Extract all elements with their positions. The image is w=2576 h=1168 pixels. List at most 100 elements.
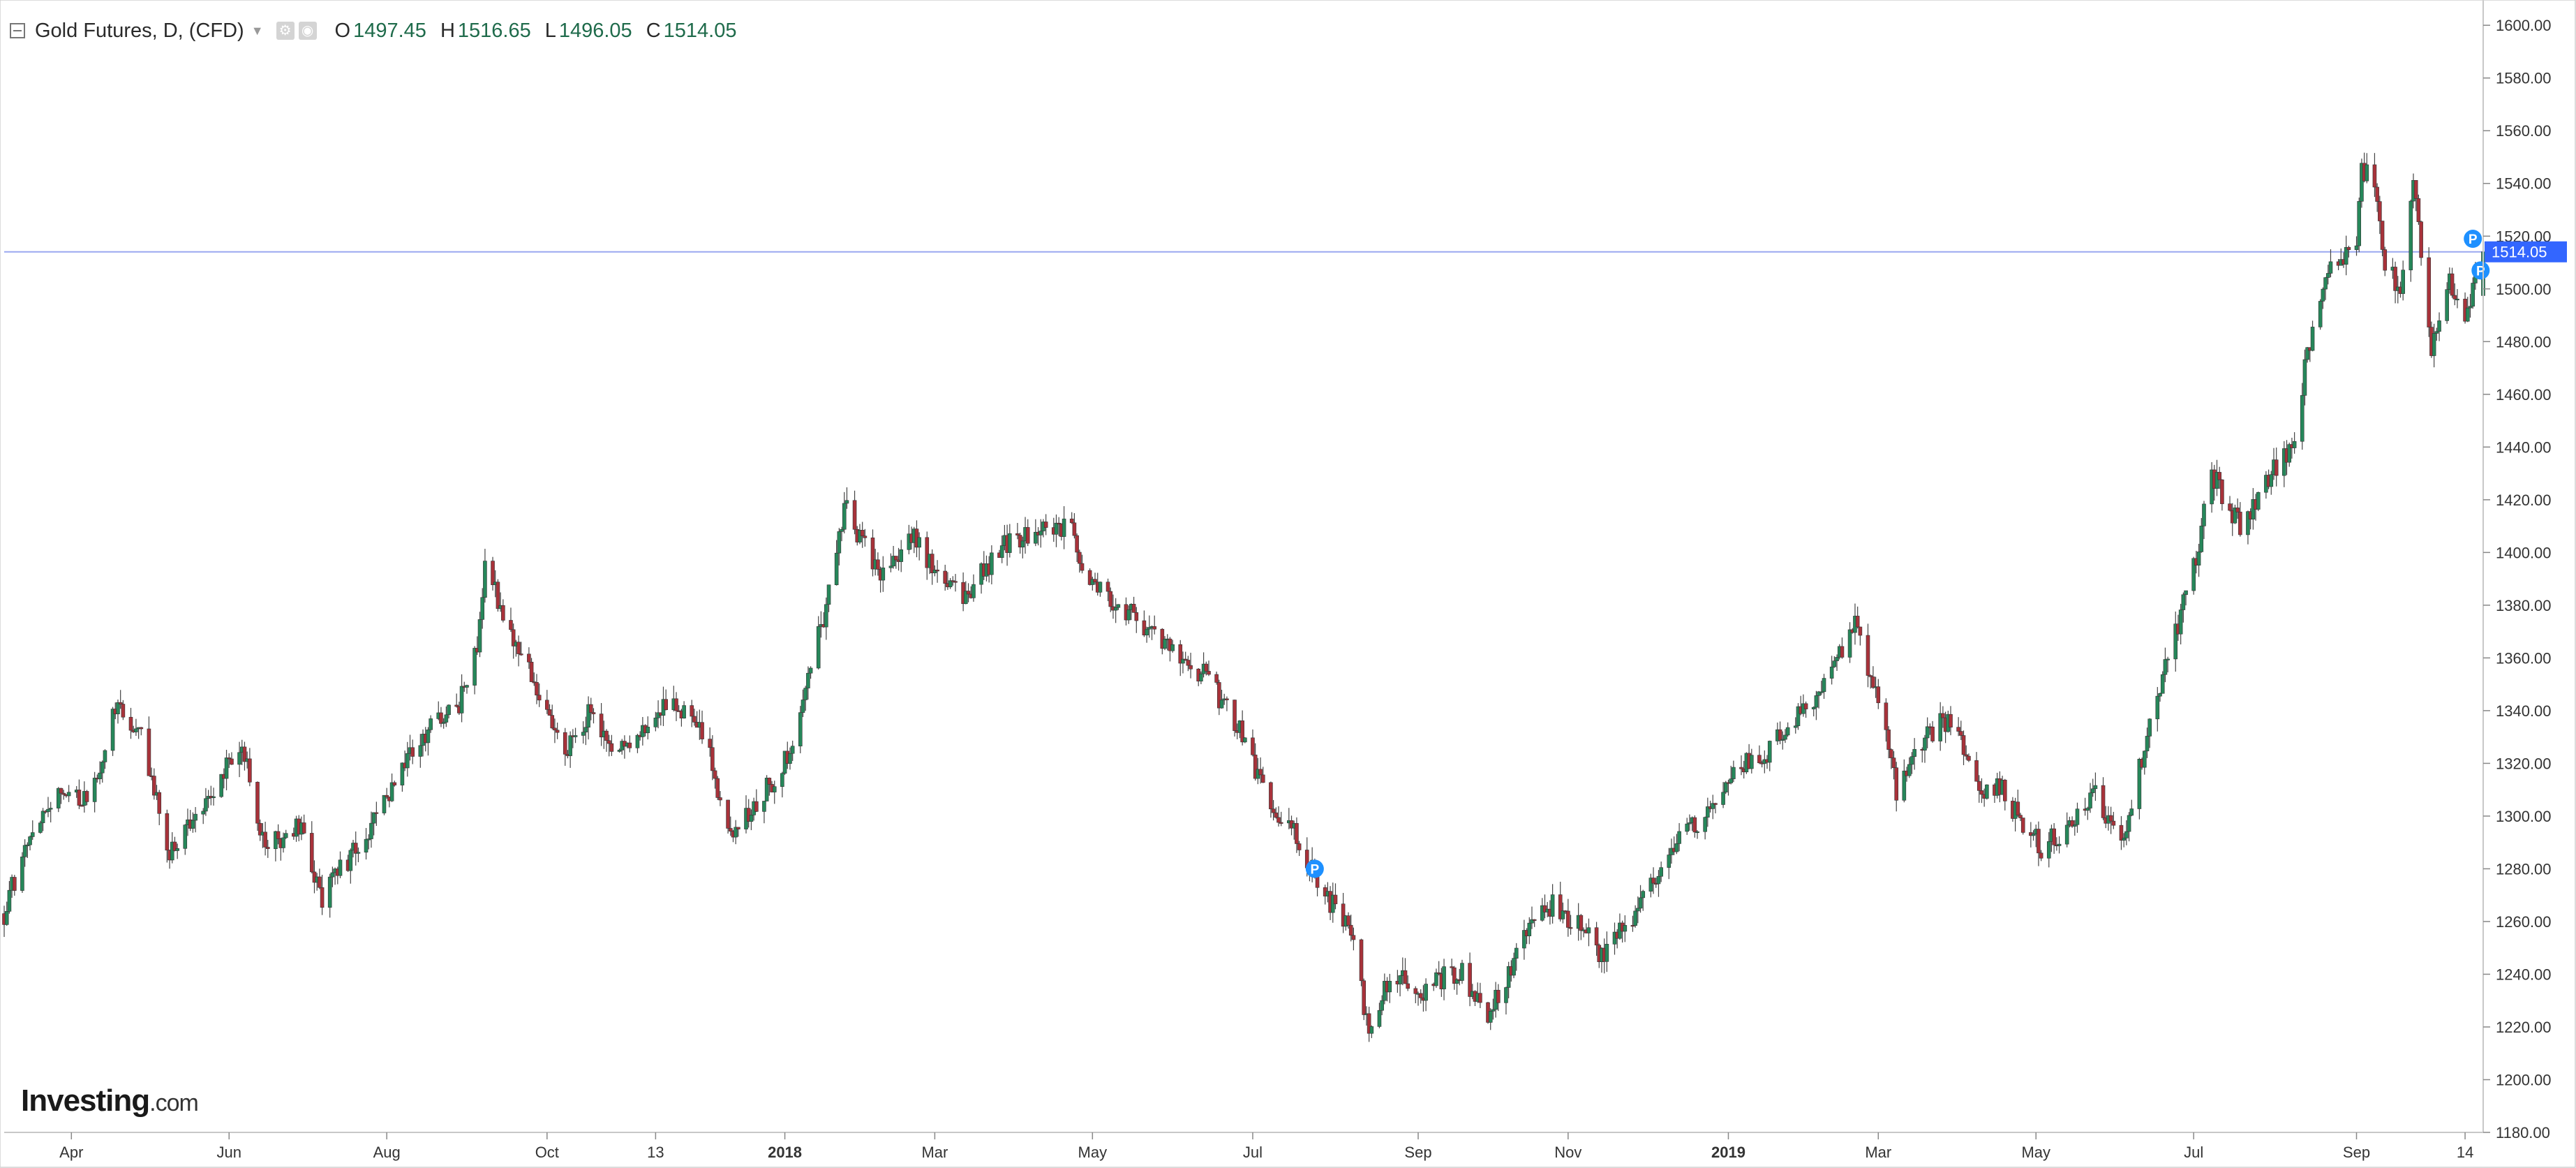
candle bbox=[128, 707, 133, 739]
candle bbox=[356, 847, 361, 862]
candle bbox=[2409, 199, 2413, 282]
candle bbox=[1886, 726, 1891, 759]
candle bbox=[441, 718, 446, 729]
candle bbox=[860, 522, 865, 548]
settings-icon[interactable]: ⚙ bbox=[276, 22, 295, 40]
candle bbox=[165, 809, 170, 863]
collapse-icon[interactable] bbox=[10, 23, 25, 38]
candle bbox=[930, 549, 935, 585]
candle bbox=[389, 773, 394, 802]
candle bbox=[230, 752, 234, 765]
candle bbox=[1695, 830, 1699, 839]
candle bbox=[371, 812, 376, 836]
candle bbox=[1054, 514, 1059, 547]
candle bbox=[1964, 745, 1969, 760]
candle bbox=[30, 820, 35, 840]
candle bbox=[1938, 702, 1942, 751]
candle bbox=[2445, 282, 2449, 324]
candle bbox=[801, 689, 805, 718]
candle bbox=[1108, 587, 1113, 612]
x-tick-label: 14 bbox=[2457, 1144, 2473, 1161]
eye-icon[interactable]: ◉ bbox=[298, 22, 317, 40]
candle bbox=[38, 820, 43, 834]
candle bbox=[1721, 782, 1725, 808]
candle bbox=[274, 830, 278, 862]
candle bbox=[1152, 615, 1157, 635]
candle bbox=[2160, 671, 2165, 694]
candle bbox=[201, 808, 205, 825]
candle bbox=[2269, 471, 2274, 495]
chevron-down-icon[interactable]: ▼ bbox=[251, 23, 264, 38]
candle bbox=[715, 776, 720, 800]
candle bbox=[1253, 743, 1258, 781]
candle bbox=[604, 729, 609, 752]
x-tick-label: Mar bbox=[1865, 1144, 1891, 1161]
candle bbox=[888, 553, 893, 572]
event-marker-label: P bbox=[2476, 264, 2485, 279]
candle bbox=[1181, 651, 1185, 674]
candle bbox=[568, 731, 572, 768]
candle bbox=[465, 684, 469, 694]
candle bbox=[917, 532, 921, 561]
candle bbox=[172, 836, 177, 852]
chart-legend: Gold Futures, D, (CFD) ▼ ⚙ ◉ O 1497.45 H… bbox=[10, 15, 736, 46]
candle bbox=[2413, 179, 2418, 212]
candle bbox=[1207, 660, 1211, 677]
candle bbox=[77, 779, 82, 809]
candle bbox=[1822, 674, 1826, 700]
candle bbox=[147, 716, 151, 776]
candle bbox=[1258, 757, 1263, 784]
candle bbox=[1739, 755, 1743, 776]
candle bbox=[2238, 502, 2242, 537]
logo-suffix: .com bbox=[149, 1090, 199, 1116]
candle bbox=[891, 545, 895, 569]
candle bbox=[1817, 690, 1821, 709]
candle bbox=[2070, 816, 2074, 828]
candle bbox=[718, 791, 722, 806]
candle bbox=[674, 692, 678, 721]
candle bbox=[2214, 459, 2219, 496]
symbol-title[interactable]: Gold Futures, D, (CFD) bbox=[35, 19, 244, 42]
candle bbox=[690, 700, 694, 727]
candle bbox=[1579, 914, 1584, 940]
candle bbox=[309, 821, 314, 873]
candle bbox=[283, 829, 288, 839]
candle bbox=[472, 646, 477, 695]
y-tick-label: 1500.00 bbox=[2496, 281, 2552, 298]
candle bbox=[1359, 938, 1364, 986]
x-tick-label: Jul bbox=[2184, 1144, 2203, 1161]
candle bbox=[726, 799, 730, 834]
candle bbox=[1260, 767, 1265, 783]
candle bbox=[1703, 816, 1707, 840]
candle bbox=[2083, 797, 2087, 816]
candle bbox=[1377, 1003, 1382, 1028]
candle bbox=[1636, 896, 1640, 924]
candle bbox=[2046, 831, 2051, 868]
x-tick-label: Sep bbox=[1404, 1144, 1431, 1161]
candle bbox=[728, 816, 733, 836]
candle bbox=[1566, 899, 1570, 937]
y-tick-label: 1260.00 bbox=[2496, 913, 2552, 931]
candle bbox=[1532, 919, 1537, 927]
candle bbox=[1387, 973, 1392, 1003]
y-tick-label: 1280.00 bbox=[2496, 860, 2552, 878]
candle bbox=[772, 781, 777, 804]
candle bbox=[1894, 762, 1899, 812]
candle bbox=[1116, 604, 1121, 610]
candle bbox=[2108, 806, 2113, 834]
candle bbox=[2434, 327, 2439, 341]
candle bbox=[1147, 615, 1152, 638]
x-tick-label: Mar bbox=[921, 1144, 948, 1161]
investing-logo: Investing.com bbox=[21, 1084, 199, 1118]
candle bbox=[2274, 448, 2279, 487]
y-tick-label: 1380.00 bbox=[2496, 597, 2552, 614]
candle bbox=[1778, 721, 1782, 744]
candle bbox=[1594, 922, 1599, 956]
candle bbox=[13, 875, 17, 896]
candle bbox=[2037, 821, 2041, 866]
y-tick-label: 1220.00 bbox=[2496, 1019, 2552, 1036]
candle bbox=[971, 574, 976, 602]
candle bbox=[2419, 221, 2423, 266]
candle bbox=[1656, 870, 1661, 897]
